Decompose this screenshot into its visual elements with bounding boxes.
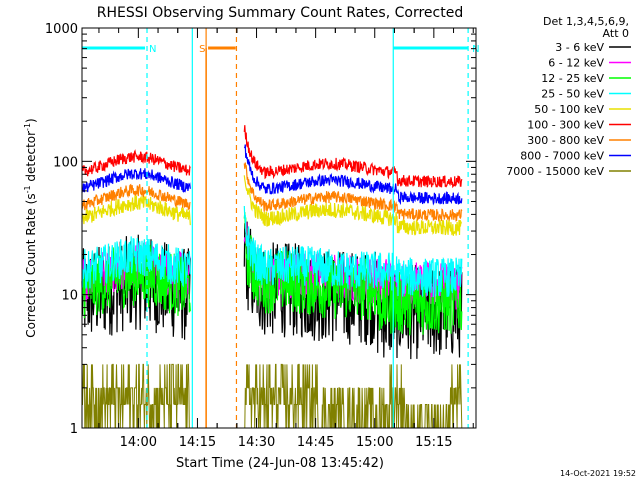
series-line-4-0 — [81, 195, 191, 226]
series-line-8-0 — [82, 363, 191, 429]
series-line-3-0 — [81, 236, 191, 289]
series-line-5-0 — [81, 149, 191, 177]
y-tick-label-2: 100 — [53, 155, 78, 170]
x-axis-label: Start Time (24-Jun-08 13:45:42) — [176, 456, 384, 471]
legend-label-8: 7000 - 15000 keV — [506, 165, 604, 178]
series-line-2-1 — [243, 212, 463, 336]
series-line-7-1 — [243, 144, 463, 206]
series-line-7-0 — [81, 168, 191, 194]
legend-label-0: 3 - 6 keV — [555, 41, 604, 54]
plot-area: N NS — [81, 28, 480, 429]
legend-label-5: 100 - 300 keV — [527, 119, 604, 132]
legend-header-0: Det 1,3,4,5,6,9, — [543, 15, 629, 28]
y-tick-label-0: 1 — [70, 422, 78, 437]
x-tick-label-2: 14:30 — [238, 435, 275, 450]
series-4 — [81, 175, 463, 236]
x-tick-label-0: 14:00 — [120, 435, 157, 450]
legend-header-1: Att 0 — [603, 27, 629, 40]
axes: 1 10 100 1000 14:00 14:15 14:30 14:45 15:00 15:15 — [45, 22, 477, 450]
y-tick-label-1: 10 — [61, 289, 78, 304]
series-line-2-0 — [81, 243, 191, 319]
legend-label-1: 6 - 12 keV — [548, 57, 604, 70]
legend: Det 1,3,4,5,6,9,Att 03 - 6 keV 6 - 12 keV… — [506, 15, 631, 178]
chart-title: RHESSI Observing Summary Count Rates, Co… — [97, 5, 463, 21]
legend-label-3: 25 - 50 keV — [541, 88, 604, 101]
series-line-6-0 — [81, 183, 191, 211]
legend-label-4: 50 - 100 keV — [534, 103, 604, 116]
marker-label-3: S — [199, 44, 205, 55]
series-5 — [81, 125, 463, 189]
x-tick-label-4: 15:00 — [356, 435, 393, 450]
series-line-4-1 — [243, 175, 463, 236]
x-tick-label-3: 14:45 — [297, 435, 334, 450]
legend-label-6: 300 - 800 keV — [527, 134, 604, 147]
series-7 — [81, 144, 463, 206]
series-line-3-1 — [243, 205, 463, 298]
footer-date: 14-Oct-2021 19:52 — [560, 469, 636, 478]
marker-0: N — [82, 28, 157, 428]
marker-label-0: N — [149, 44, 156, 55]
plot-frame — [81, 27, 477, 429]
y-axis-label: Corrected Count Rate (s-1 detector-1) — [23, 118, 38, 337]
y-tick-label-3: 1000 — [45, 22, 78, 37]
series-line-6-1 — [243, 162, 463, 223]
series-line-5-1 — [243, 125, 463, 189]
series-2 — [81, 212, 463, 336]
x-tick-label-5: 15:15 — [415, 435, 452, 450]
x-tick-label-1: 14:15 — [179, 435, 216, 450]
legend-label-7: 800 - 7000 keV — [520, 150, 604, 163]
series-6 — [81, 162, 463, 223]
legend-label-2: 12 - 25 keV — [541, 72, 604, 85]
series-3 — [81, 205, 463, 298]
